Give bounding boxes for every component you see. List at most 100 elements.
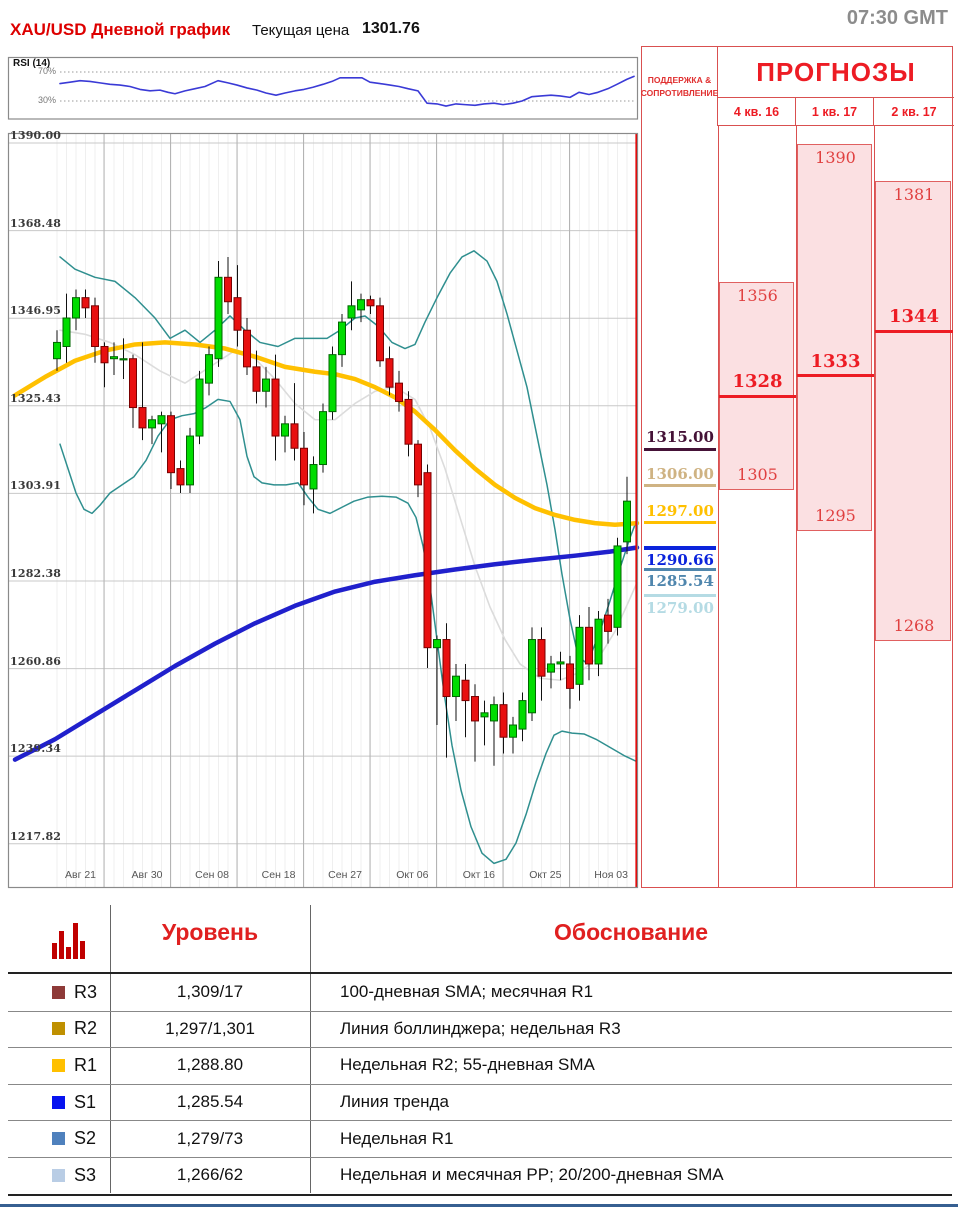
forecast-target-value: 1344 xyxy=(888,306,940,328)
row-id: R1 xyxy=(52,1047,110,1084)
forecast-range-value: 1390 xyxy=(815,148,856,167)
candle-body xyxy=(119,358,128,361)
sr-level-label: 1315.00 xyxy=(646,428,714,447)
rsi-30-label: 30% xyxy=(37,95,56,105)
bollinger-lower-line xyxy=(59,398,638,865)
table-row-divider xyxy=(8,1120,952,1122)
candle-body xyxy=(205,354,213,384)
sma-200-line xyxy=(12,545,640,762)
timestamp-gmt: 07:30 GMT xyxy=(846,7,948,29)
reason-text: Недельная R1 xyxy=(340,1120,940,1157)
table-row-divider xyxy=(8,1010,952,1012)
panel-divider xyxy=(796,126,797,887)
candle-body xyxy=(490,704,498,722)
candle-body xyxy=(604,614,612,632)
forecast-col-header-q4-16: 4 кв. 16 xyxy=(718,98,796,126)
candle-body xyxy=(243,329,251,368)
x-tick-label: Сен 27 xyxy=(328,869,362,881)
sr-level-label: 1279.00 xyxy=(646,598,714,617)
candle-body xyxy=(72,297,80,319)
candle-body xyxy=(157,415,166,425)
x-tick-label: Ноя 03 xyxy=(594,869,628,881)
forecast-target-value: 1333 xyxy=(810,350,861,372)
forecast-range-box xyxy=(875,180,951,641)
forecast-range-value: 1268 xyxy=(893,615,935,635)
level-swatch xyxy=(52,1058,65,1072)
candle-body xyxy=(395,382,403,402)
forecast-mid-line xyxy=(719,394,796,398)
row-id: S2 xyxy=(52,1120,110,1157)
column-header-level: Уровень xyxy=(161,919,259,945)
candle-body xyxy=(528,639,536,714)
sr-level-label: 1306.00 xyxy=(646,464,714,483)
level-value: 1,279/73 xyxy=(110,1120,310,1157)
candle-body xyxy=(480,712,489,718)
candle-body xyxy=(499,704,508,738)
table-row-divider xyxy=(8,1083,952,1085)
row-id: S1 xyxy=(52,1084,110,1121)
x-tick-label: Сен 18 xyxy=(261,869,296,881)
level-value-text: 1,285.54 xyxy=(176,1092,244,1112)
row-id: R3 xyxy=(52,974,110,1011)
forecast-range-box xyxy=(719,282,794,490)
current-price-value: 1301.76 xyxy=(362,20,420,37)
candle-body xyxy=(167,415,175,474)
candle-body xyxy=(176,468,185,486)
table-row-divider xyxy=(8,1157,952,1158)
y-tick-label: 1260.86 xyxy=(10,654,62,668)
sr-level-line xyxy=(644,484,716,488)
sr-level-line xyxy=(644,447,716,451)
forecast-col-header-q2-17: 2 кв. 17 xyxy=(874,98,954,126)
candle-body xyxy=(442,639,451,698)
level-value: 1,288.80 xyxy=(110,1047,310,1084)
candle-body xyxy=(233,297,242,331)
forecast-panel: ПОДДЕРЖКА & СОПРОТИВЛЕНИЕ ПРОГНОЗЫ 4 кв.… xyxy=(641,46,954,888)
candle-body xyxy=(357,299,365,311)
candle-body xyxy=(110,356,118,360)
forecast-range-value: 1356 xyxy=(737,286,778,306)
panel-divider xyxy=(874,126,875,887)
candle-body xyxy=(452,675,460,698)
forecast-range-value: 1305 xyxy=(737,464,778,484)
level-swatch xyxy=(52,1132,65,1146)
page-title: XAU/USD Дневной график xyxy=(10,20,231,39)
reason-text: Линия тренда xyxy=(340,1084,940,1121)
sr-level-label: 1285.54 xyxy=(646,572,714,591)
chart-border xyxy=(7,132,639,889)
candle-body xyxy=(404,398,413,445)
level-value-text: 1,279/73 xyxy=(176,1128,244,1148)
candle-body xyxy=(338,321,346,356)
rsi-label: RSI (14) xyxy=(13,58,51,69)
reason-text-span: 100-дневная SMA; месячная R1 xyxy=(340,982,594,1002)
candle-body xyxy=(433,639,441,649)
candle-body xyxy=(366,299,375,307)
candle-body xyxy=(186,435,194,486)
level-swatch xyxy=(52,1095,65,1109)
row-id-text: S1 xyxy=(74,1091,97,1112)
level-value-text: 1,309/17 xyxy=(176,982,244,1002)
x-tick-label: Авг 30 xyxy=(131,869,163,881)
x-tick-label: Окт 25 xyxy=(529,869,562,881)
candle-body xyxy=(100,346,109,364)
column-header-reason: Обоснование xyxy=(553,919,709,945)
table-bottom-border xyxy=(8,1193,952,1196)
forecast-range-value: 1381 xyxy=(893,184,935,204)
level-value-text: 1,297/1,301 xyxy=(165,1018,255,1038)
candle-body xyxy=(281,423,289,437)
candle-body xyxy=(575,626,584,685)
forecast-col-header-q1-17: 1 кв. 17 xyxy=(796,98,874,126)
candle-body xyxy=(53,341,61,360)
level-value: 1,285.54 xyxy=(110,1084,310,1121)
forecast-range-box xyxy=(797,144,872,531)
candle-body xyxy=(566,663,574,689)
reason-text: 100-дневная SMA; месячная R1 xyxy=(340,974,940,1011)
candle-body xyxy=(613,545,622,628)
candle-body xyxy=(252,366,261,392)
rsi-border xyxy=(7,56,639,120)
y-tick-label: 1346.95 xyxy=(10,304,62,318)
candle-body xyxy=(328,354,337,413)
candle-body xyxy=(385,358,394,388)
sr-panel-header: ПОДДЕРЖКА & СОПРОТИВЛЕНИЕ xyxy=(641,47,718,126)
summary-table: Уровень Обоснование R3 1,309/17 100-дневна… xyxy=(8,905,952,1196)
